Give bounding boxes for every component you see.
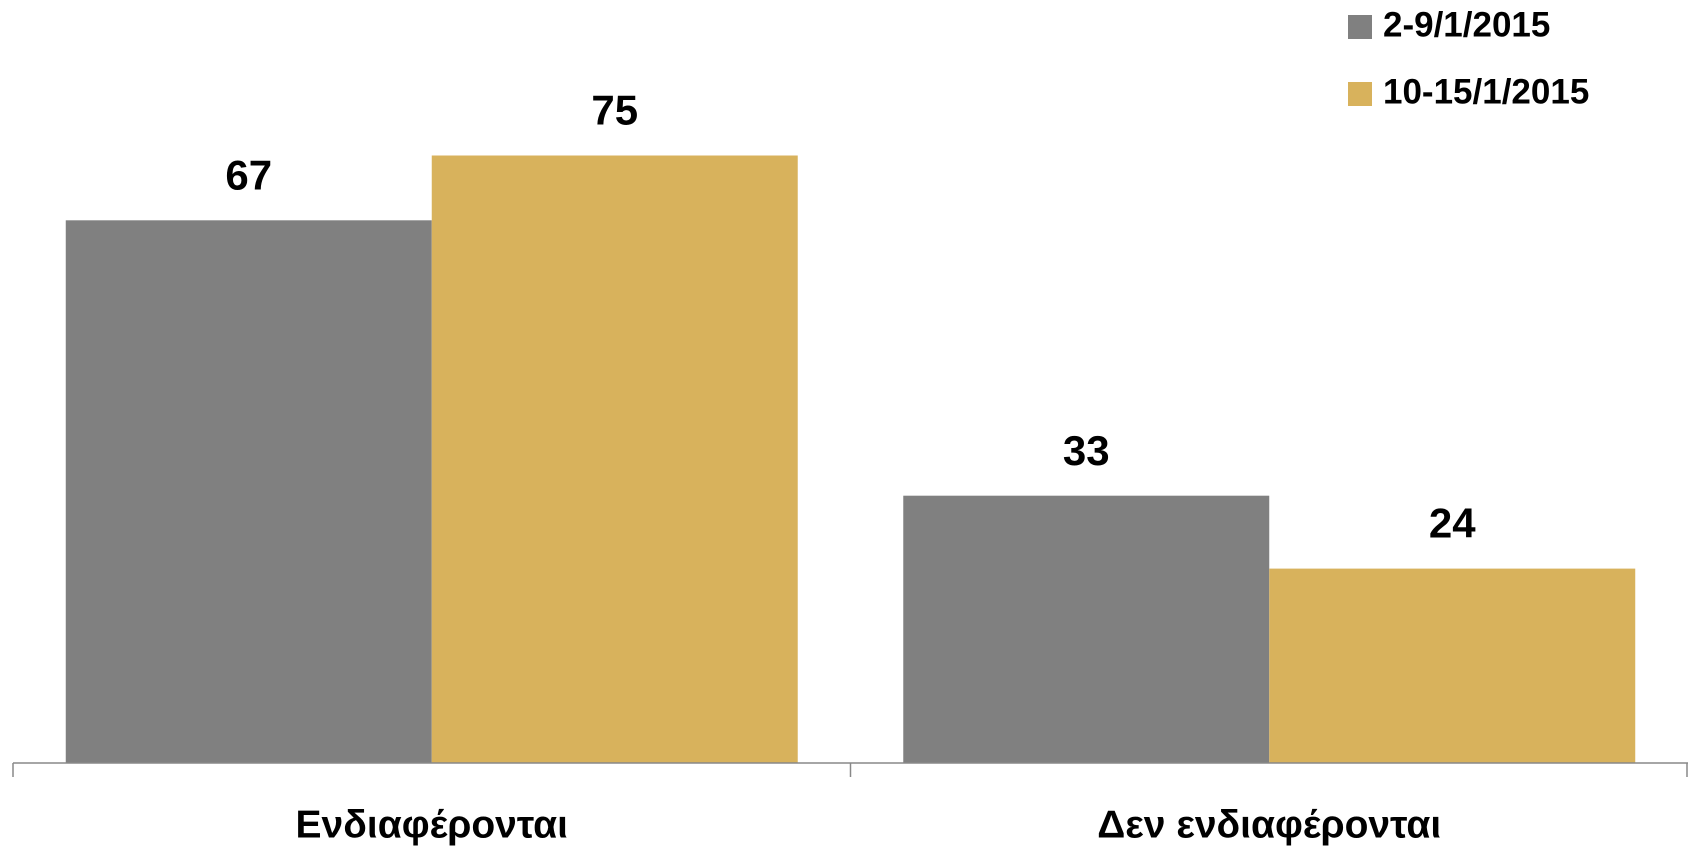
bar [65, 220, 432, 764]
bar [431, 155, 798, 763]
data-label: 67 [225, 151, 272, 198]
legend-swatch [1348, 15, 1372, 39]
x-tick-label: Δεν ενδιαφέρονται [1097, 803, 1441, 846]
data-label: 75 [591, 87, 638, 134]
bar [1269, 568, 1636, 763]
legend-label: 10-15/1/2015 [1383, 72, 1589, 111]
legend-label: 2-9/1/2015 [1383, 5, 1550, 44]
data-label: 24 [1429, 500, 1476, 547]
bar [903, 495, 1270, 763]
legend-swatch [1348, 82, 1372, 106]
data-label: 33 [1063, 427, 1110, 474]
x-tick-label: Ενδιαφέρονται [296, 803, 568, 846]
